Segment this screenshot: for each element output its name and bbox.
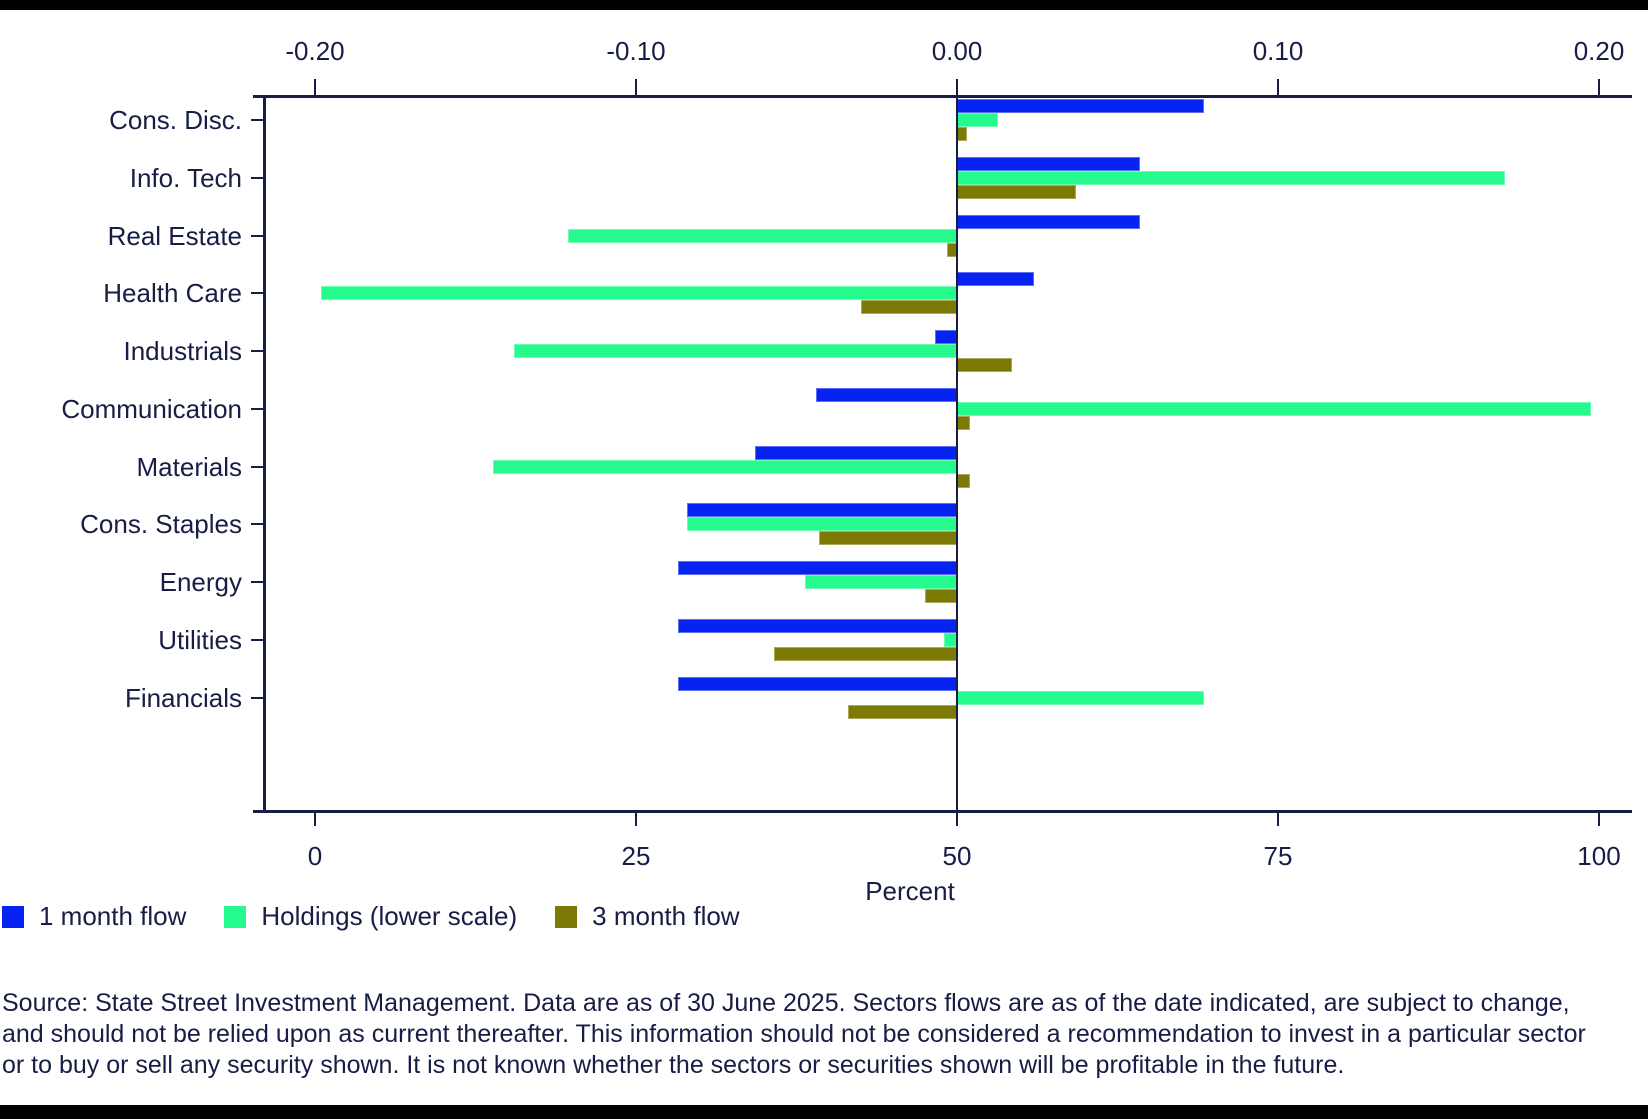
left-axis-spine bbox=[263, 95, 266, 813]
top-axis-tick-0-00 bbox=[956, 79, 958, 95]
category-label-financials: Financials bbox=[124, 682, 242, 713]
category-label-info-tech: Info. Tech bbox=[129, 162, 242, 193]
category-tick-energy bbox=[251, 581, 263, 583]
top-axis-line bbox=[253, 95, 1632, 98]
chart-legend: 1 month flow Holdings (lower scale) 3 mont… bbox=[2, 901, 740, 932]
category-tick-cons-disc bbox=[251, 119, 263, 121]
bottom-axis-tick-25 bbox=[635, 813, 637, 826]
bottom-axis-tick-label-0: 0 bbox=[307, 841, 323, 871]
bottom-axis-tick-label-100: 100 bbox=[1577, 841, 1621, 871]
bar-1-month-flow-utilities bbox=[677, 618, 957, 633]
category-label-energy: Energy bbox=[159, 567, 242, 597]
bottom-axis-tick-100 bbox=[1598, 813, 1600, 826]
bar-holdings-lower-scale-cons-staples bbox=[687, 517, 957, 532]
category-label-materials: Materials bbox=[136, 451, 242, 482]
source-footnote-line: Source: State Street Investment Manageme… bbox=[2, 989, 1570, 1017]
bottom-axis-line bbox=[253, 810, 1632, 813]
zero-baseline bbox=[956, 98, 958, 810]
legend-label-3-month-flow: 3 month flow bbox=[592, 901, 740, 931]
top-axis-tick-0-20 bbox=[314, 79, 316, 95]
letterbox-bottom bbox=[0, 1105, 1648, 1119]
bottom-axis-tick-50 bbox=[956, 813, 958, 826]
category-tick-cons-staples bbox=[251, 523, 263, 526]
source-footnote-line: or to buy or sell any security shown. It… bbox=[2, 1051, 1345, 1079]
bottom-axis-tick-label-75: 75 bbox=[1263, 841, 1293, 871]
top-axis-tick-0-10 bbox=[635, 79, 637, 95]
bar-1-month-flow-communication bbox=[815, 387, 957, 402]
category-label-utilities: Utilities bbox=[158, 624, 242, 655]
source-footnote: Source: State Street Investment Manageme… bbox=[2, 988, 1586, 1081]
bar-1-month-flow-cons-disc bbox=[957, 99, 1205, 113]
top-axis-tick-0-20 bbox=[1598, 79, 1600, 95]
top-axis-tick-label-0-10: 0.10 bbox=[1252, 36, 1304, 66]
legend-item-1-month-flow: 1 month flow bbox=[2, 901, 186, 932]
bar-holdings-lower-scale-financials bbox=[957, 690, 1204, 705]
bar-1-month-flow-health-care bbox=[957, 272, 1035, 287]
bar-holdings-lower-scale-industrials bbox=[514, 344, 957, 358]
category-tick-utilities bbox=[251, 638, 263, 641]
category-label-health-care: Health Care bbox=[103, 278, 242, 309]
bar-holdings-lower-scale-info-tech bbox=[957, 170, 1506, 185]
legend-item-3-month-flow: 3 month flow bbox=[555, 901, 740, 932]
bar-1-month-flow-financials bbox=[677, 676, 957, 691]
top-axis-tick-0-10 bbox=[1277, 79, 1279, 95]
category-tick-health-care bbox=[251, 292, 263, 295]
letterbox-top bbox=[0, 0, 1648, 10]
category-label-real-estate: Real Estate bbox=[107, 220, 242, 251]
bar-3-month-flow-materials bbox=[957, 473, 970, 488]
bar-1-month-flow-industrials bbox=[934, 330, 957, 344]
category-tick-industrials bbox=[251, 350, 263, 352]
bottom-axis-tick-label-50: 50 bbox=[942, 841, 972, 871]
bar-3-month-flow-communication bbox=[957, 415, 970, 430]
bar-1-month-flow-cons-staples bbox=[687, 503, 957, 518]
category-label-cons-staples: Cons. Staples bbox=[80, 509, 242, 540]
legend-label-holdings-lower-scale: Holdings (lower scale) bbox=[261, 901, 518, 931]
category-label-cons-disc: Cons. Disc. bbox=[109, 105, 242, 135]
top-axis-tick-label-0-10: -0.10 bbox=[606, 36, 666, 66]
bar-3-month-flow-energy bbox=[924, 589, 957, 603]
bar-1-month-flow-energy bbox=[677, 561, 957, 575]
bar-holdings-lower-scale-materials bbox=[493, 459, 957, 474]
bar-3-month-flow-industrials bbox=[957, 358, 1012, 372]
category-tick-real-estate bbox=[251, 234, 263, 237]
bar-holdings-lower-scale-health-care bbox=[321, 286, 957, 301]
bottom-axis-title: Percent bbox=[865, 876, 955, 906]
legend-item-holdings-lower-scale: Holdings (lower scale) bbox=[224, 901, 517, 932]
top-axis-tick-label-0-00: 0.00 bbox=[931, 36, 983, 66]
legend-swatch-1-month-flow bbox=[2, 905, 24, 928]
bar-3-month-flow-financials bbox=[847, 704, 957, 719]
bar-3-month-flow-health-care bbox=[860, 300, 957, 315]
bottom-axis-tick-75 bbox=[1277, 813, 1279, 826]
legend-swatch-3-month-flow bbox=[555, 905, 578, 928]
category-tick-info-tech bbox=[251, 176, 263, 179]
bar-3-month-flow-cons-staples bbox=[818, 531, 957, 546]
bar-3-month-flow-utilities bbox=[774, 646, 957, 661]
bottom-axis-tick-0 bbox=[314, 813, 316, 826]
bar-1-month-flow-real-estate bbox=[957, 214, 1140, 229]
category-tick-communication bbox=[251, 407, 263, 410]
legend-label-1-month-flow: 1 month flow bbox=[39, 901, 187, 931]
bar-1-month-flow-materials bbox=[754, 445, 957, 460]
category-label-communication: Communication bbox=[61, 393, 242, 424]
legend-swatch-holdings-lower-scale bbox=[224, 905, 247, 928]
bar-3-month-flow-info-tech bbox=[957, 184, 1076, 199]
bar-holdings-lower-scale-cons-disc bbox=[957, 113, 999, 127]
source-footnote-line: and should not be relied upon as current… bbox=[2, 1020, 1586, 1048]
top-axis-tick-label-0-20: -0.20 bbox=[285, 36, 345, 66]
bar-3-month-flow-cons-disc bbox=[957, 127, 967, 141]
bar-holdings-lower-scale-communication bbox=[957, 401, 1592, 416]
category-tick-materials bbox=[251, 465, 263, 468]
top-axis-tick-label-0-20: 0.20 bbox=[1573, 36, 1625, 66]
category-label-industrials: Industrials bbox=[123, 336, 243, 366]
bar-holdings-lower-scale-real-estate bbox=[567, 228, 957, 243]
bar-1-month-flow-info-tech bbox=[957, 156, 1140, 171]
bar-holdings-lower-scale-energy bbox=[805, 575, 957, 589]
category-tick-financials bbox=[251, 696, 263, 699]
bottom-axis-tick-label-25: 25 bbox=[621, 841, 651, 871]
